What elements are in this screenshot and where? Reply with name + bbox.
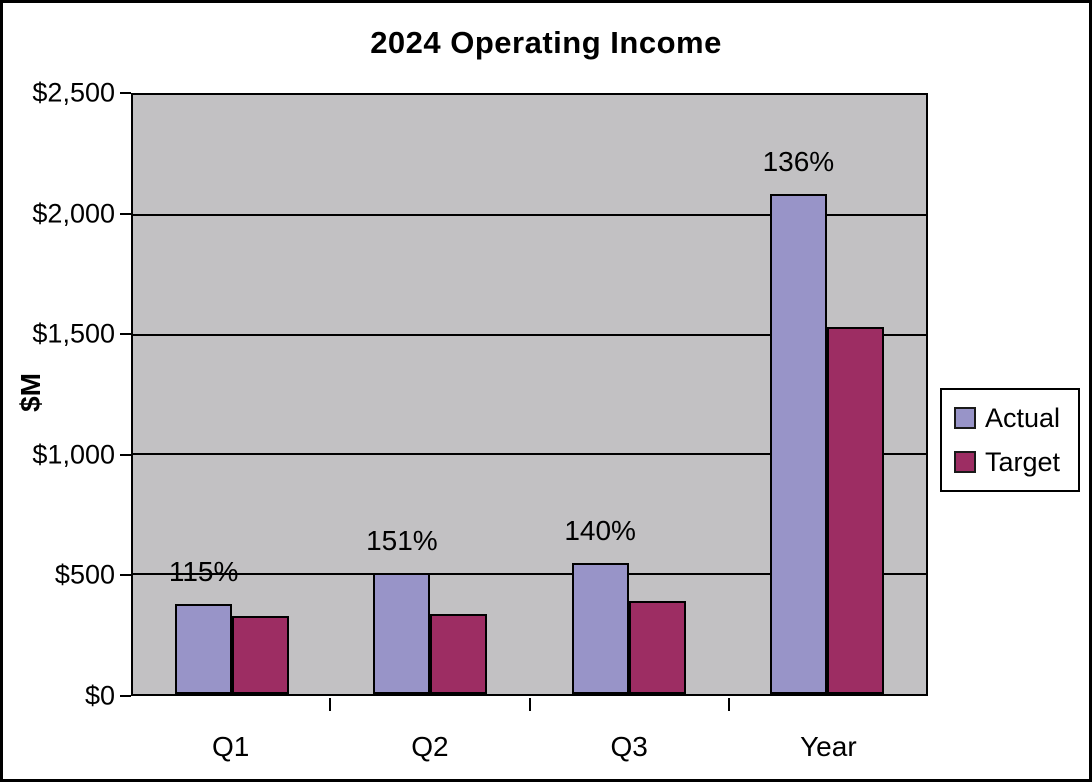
legend-marker-actual [954, 407, 976, 429]
bar-label-year: 136% [762, 146, 835, 178]
bar-actual-q3 [571, 563, 629, 694]
y-tick-1000 [120, 453, 131, 456]
legend-item-actual: Actual [954, 403, 1078, 434]
plot-area: 115% 151% 140% 136% [131, 93, 928, 696]
legend-label-target: Target [985, 446, 1061, 477]
y-tick-500 [120, 574, 131, 577]
gridline-1500 [133, 333, 926, 336]
bar-target-q2 [430, 613, 488, 694]
x-tick-1 [329, 698, 332, 711]
x-label-q1: Q1 [211, 731, 250, 762]
x-label-q2: Q2 [411, 731, 449, 762]
bar-actual-q1 [175, 604, 233, 694]
legend-marker-target [954, 451, 976, 473]
bar-target-year [826, 327, 884, 694]
y-tick-1500 [120, 333, 131, 336]
y-tick-label-2500: $2,500 [32, 77, 115, 108]
bar-label-q3: 140% [564, 515, 636, 547]
y-axis-tick-labels: $0 $500 $1,000 $1,500 $2,000 $2,500 [3, 78, 115, 711]
y-tick-label-1500: $1,500 [32, 318, 115, 349]
legend-label-actual: Actual [985, 402, 1061, 433]
bar-target-q3 [628, 600, 686, 694]
y-tick-2500 [120, 92, 131, 94]
bar-label-q1: 115% [168, 556, 239, 588]
legend-item-target: Target [954, 447, 1078, 478]
bar-actual-q2 [373, 573, 431, 694]
y-tick-label-2000: $2,000 [32, 198, 115, 229]
gridline-500 [133, 573, 926, 576]
gridline-2000 [133, 213, 926, 216]
x-axis-tick-labels: Q1 Q2 Q3 Year [131, 731, 928, 763]
y-tick-2000 [120, 212, 131, 215]
y-tick-label-0: $0 [84, 680, 115, 711]
y-tick-label-500: $500 [54, 559, 115, 590]
gridline-1000 [133, 453, 926, 456]
x-tick-2 [528, 698, 531, 711]
chart-title: 2024 Operating Income [370, 25, 722, 60]
x-label-year: Year [800, 731, 857, 762]
bar-label-q2: 151% [366, 525, 438, 557]
x-label-q3: Q3 [610, 731, 648, 762]
y-tick-label-1000: $1,000 [32, 439, 115, 470]
y-tick-0 [120, 695, 131, 697]
bar-actual-year [769, 194, 827, 694]
bar-target-q1 [232, 616, 290, 694]
x-tick-3 [727, 698, 730, 711]
legend: Actual Target [940, 388, 1080, 492]
